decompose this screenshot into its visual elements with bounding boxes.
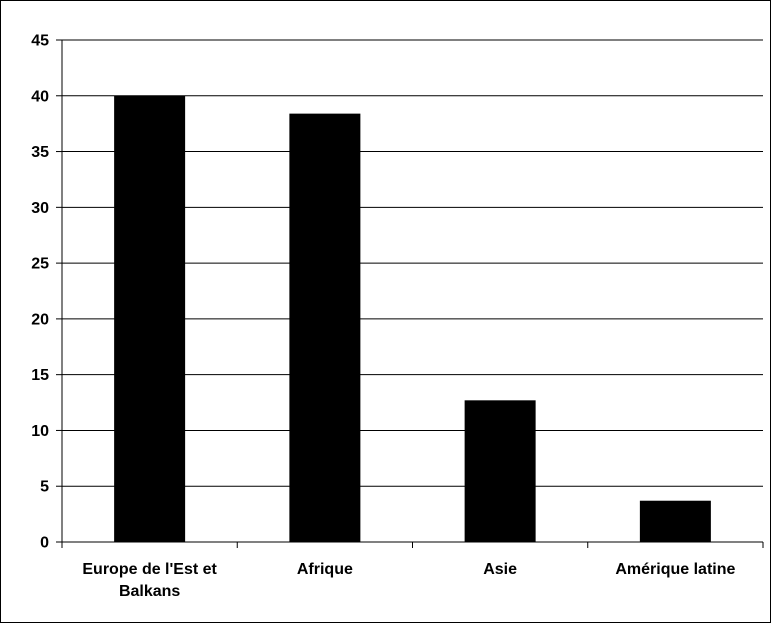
bar-2 (464, 400, 536, 542)
x-tick-label-3: Amérique latine (615, 561, 735, 578)
x-tick-label-1: Afrique (297, 561, 353, 578)
y-tick-label-25: 25 (31, 256, 49, 273)
x-tick-label-line: Europe de l'Est et (82, 561, 217, 578)
y-tick-label-5: 5 (40, 479, 49, 496)
y-tick-label-40: 40 (31, 88, 49, 105)
axes (56, 39, 764, 548)
y-tick-label-35: 35 (31, 144, 49, 161)
x-tick-label-line: Amérique latine (615, 561, 735, 578)
x-tick-label-line: Balkans (119, 583, 180, 600)
x-tick-label-0: Europe de l'Est et Balkans (82, 561, 217, 600)
y-tick-label-15: 15 (31, 367, 49, 384)
bars (114, 95, 711, 543)
y-tick-label-20: 20 (31, 311, 49, 328)
bar-3 (639, 500, 711, 542)
tick-labels: 0 5 10 15 20 25 30 35 40 45 Europe de l'Est et Balk… (31, 33, 735, 601)
y-tick-label-10: 10 (31, 423, 49, 440)
x-tick-label-line: Asie (483, 561, 517, 578)
x-tick-label-line: Afrique (297, 561, 353, 578)
x-tick-label-2: Asie (483, 561, 517, 578)
y-tick-label-45: 45 (31, 33, 49, 50)
y-tick-label-30: 30 (31, 200, 49, 217)
y-tick-label-0: 0 (40, 535, 49, 552)
bar-1 (289, 113, 361, 543)
bar-0 (114, 95, 186, 543)
